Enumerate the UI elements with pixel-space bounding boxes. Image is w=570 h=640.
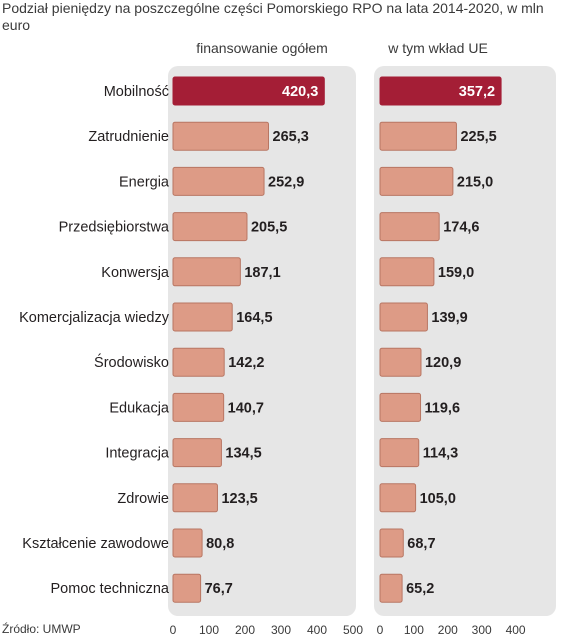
bar-1-12 xyxy=(172,573,202,603)
x-tick-1-3: 300 xyxy=(271,623,291,637)
x-tick-2-2: 200 xyxy=(438,623,458,637)
category-label-4: Przedsiębiorstwa xyxy=(59,220,170,236)
source-note: Źródło: UMWP xyxy=(2,622,81,636)
category-label-12: Pomoc techniczna xyxy=(51,581,170,597)
panel-2-header: w tym wkład UE xyxy=(387,40,488,56)
category-label-2: Zatrudnienie xyxy=(88,129,169,145)
value-label-1-5: 187,1 xyxy=(244,265,280,281)
category-label-7: Środowisko xyxy=(94,353,169,371)
bar-1-8 xyxy=(172,392,225,422)
value-label-2-4: 174,6 xyxy=(443,220,479,236)
bar-2-9 xyxy=(379,438,420,468)
x-tick-2-4: 400 xyxy=(506,623,526,637)
chart-title: Podział pieniędzy na poszczególne części… xyxy=(2,0,544,33)
bar-1-2 xyxy=(172,121,270,151)
panel-1-header: finansowanie ogółem xyxy=(196,40,328,56)
bar-2-5 xyxy=(379,257,435,287)
bar-1-7 xyxy=(172,347,225,377)
category-label-3: Energia xyxy=(119,174,170,190)
bar-2-6 xyxy=(379,302,428,332)
category-label-6: Komercjalizacja wiedzy xyxy=(19,310,170,326)
category-label-9: Integracja xyxy=(105,446,170,462)
bar-2-7 xyxy=(379,347,422,377)
category-label-5: Konwersja xyxy=(101,265,170,281)
bar-2-3 xyxy=(379,166,454,196)
bar-2-10 xyxy=(379,483,417,513)
value-label-2-9: 114,3 xyxy=(423,446,459,462)
bar-1-3 xyxy=(172,166,265,196)
bar-2-8 xyxy=(379,392,422,422)
category-label-1: Mobilność xyxy=(104,84,169,100)
value-label-2-10: 105,0 xyxy=(420,491,456,507)
x-tick-1-1: 100 xyxy=(199,623,219,637)
bar-1-1 xyxy=(172,76,325,106)
value-label-1-11: 80,8 xyxy=(206,536,234,552)
value-label-1-10: 123,5 xyxy=(221,491,257,507)
value-label-2-8: 119,6 xyxy=(425,400,461,416)
value-label-2-11: 68,7 xyxy=(407,536,435,552)
bar-2-4 xyxy=(379,212,440,242)
bar-1-4 xyxy=(172,212,248,242)
value-label-2-3: 215,0 xyxy=(457,174,493,190)
bar-2-12 xyxy=(379,573,403,603)
bar-1-6 xyxy=(172,302,233,332)
category-label-8: Edukacja xyxy=(109,400,170,416)
x-tick-1-2: 200 xyxy=(235,623,255,637)
value-label-2-6: 139,9 xyxy=(431,310,467,326)
panel-1-background xyxy=(168,66,356,616)
value-label-1-6: 164,5 xyxy=(236,310,272,326)
value-label-1-7: 142,2 xyxy=(228,355,264,371)
x-tick-2-1: 100 xyxy=(404,623,424,637)
x-tick-1-5: 500 xyxy=(343,623,363,637)
value-label-1-9: 134,5 xyxy=(225,446,261,462)
value-label-1-2: 265,3 xyxy=(273,129,309,145)
category-label-11: Kształcenie zawodowe xyxy=(22,536,169,552)
value-label-2-1: 357,2 xyxy=(459,84,495,100)
category-label-10: Zdrowie xyxy=(117,491,169,507)
bar-1-9 xyxy=(172,438,222,468)
x-tick-1-0: 0 xyxy=(170,623,177,637)
bar-1-5 xyxy=(172,257,241,287)
value-label-2-7: 120,9 xyxy=(425,355,461,371)
bar-2-1 xyxy=(379,76,502,106)
value-label-2-5: 159,0 xyxy=(438,265,474,281)
value-label-2-2: 225,5 xyxy=(460,129,496,145)
x-tick-1-4: 400 xyxy=(307,623,327,637)
value-label-1-4: 205,5 xyxy=(251,220,287,236)
value-label-1-8: 140,7 xyxy=(228,400,264,416)
value-label-2-12: 65,2 xyxy=(406,581,434,597)
panel-2-background xyxy=(374,66,556,616)
value-label-1-3: 252,9 xyxy=(268,174,304,190)
x-tick-2-0: 0 xyxy=(377,623,384,637)
x-tick-2-3: 300 xyxy=(472,623,492,637)
bar-2-11 xyxy=(379,528,404,558)
bar-2-2 xyxy=(379,121,457,151)
bar-1-11 xyxy=(172,528,203,558)
value-label-1-1: 420,3 xyxy=(282,84,318,100)
bar-1-10 xyxy=(172,483,218,513)
value-label-1-12: 76,7 xyxy=(205,581,233,597)
